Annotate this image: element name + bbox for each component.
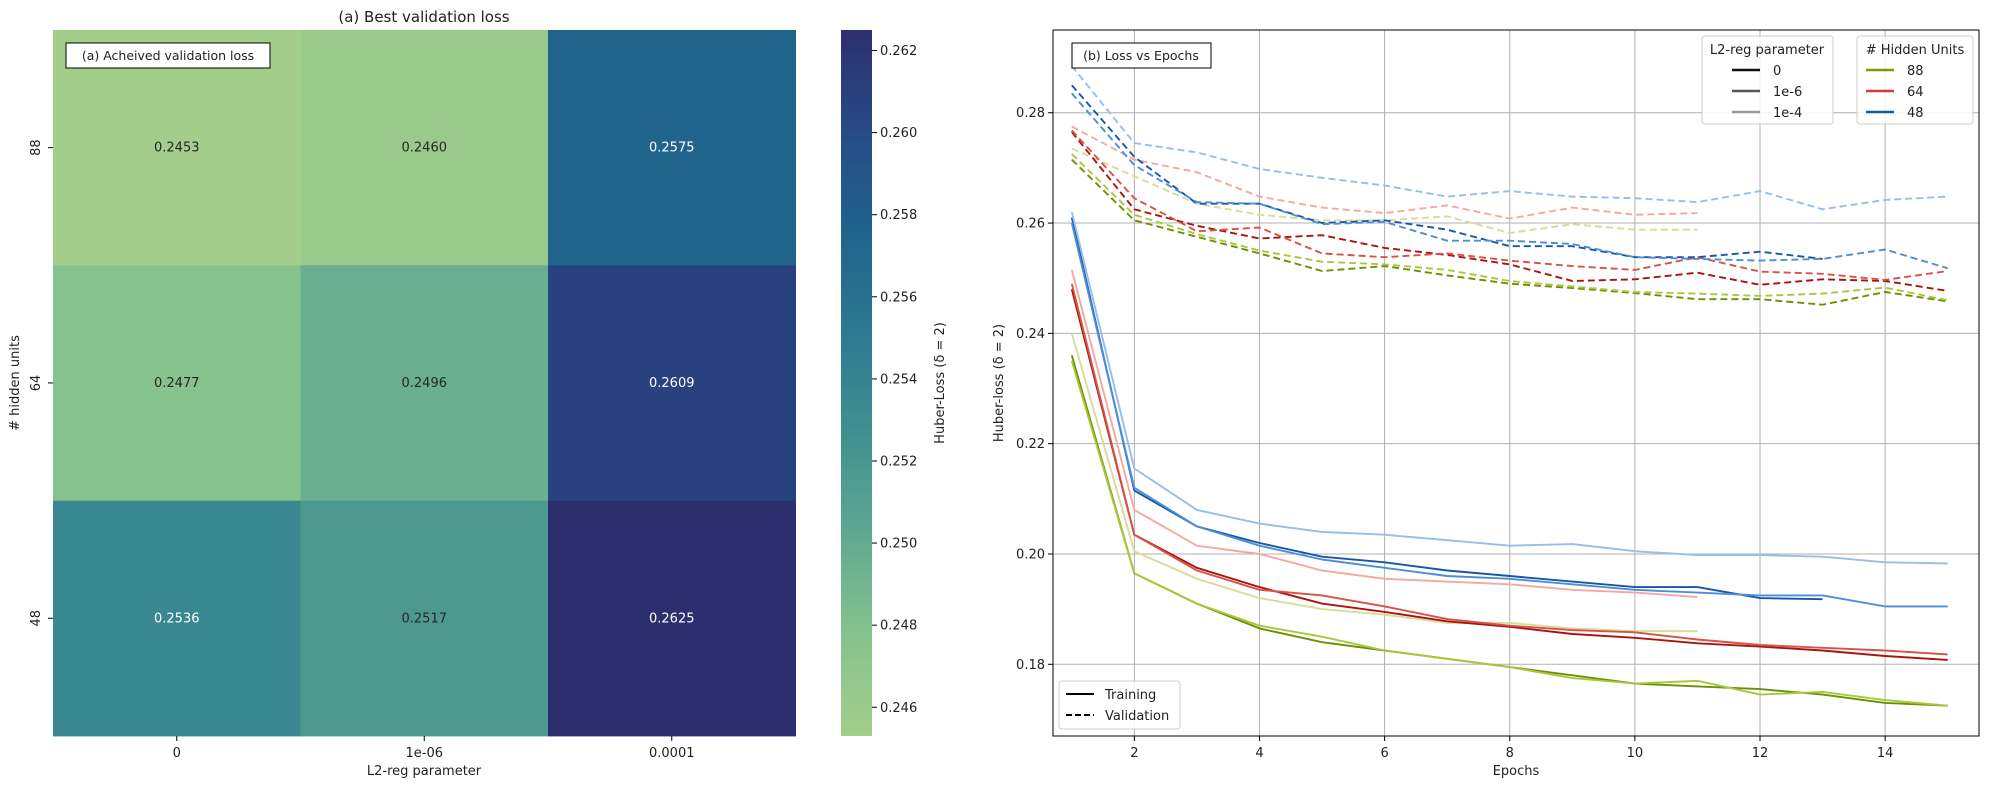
y-tick-label: 0.22 — [1016, 437, 1045, 452]
line-chart-y-ticks: 0.18 0.20 0.22 0.24 0.26 0.28 — [1016, 106, 1053, 673]
heatmap-x-axis-label: L2-reg parameter — [367, 764, 482, 779]
legend-l2-label-2: 1e-4 — [1773, 106, 1802, 121]
y-tick-label: 0.20 — [1016, 547, 1045, 562]
colorbar-tick-label: 0.248 — [880, 619, 917, 634]
heatmap-cell — [300, 30, 549, 266]
colorbar-label: Huber-Loss (δ = 2) — [933, 322, 948, 444]
heatmap-annotation: (a) Acheived validation loss — [65, 42, 271, 69]
colorbar-tick-label: 0.252 — [880, 454, 917, 469]
colorbar-tick-label: 0.250 — [880, 537, 917, 552]
x-tick-label: 12 — [1752, 746, 1769, 761]
line-chart-series — [1070, 65, 1948, 707]
legend-hidden-units: # Hidden Units 88 64 48 — [1856, 35, 1974, 125]
colorbar: 0.246 0.248 0.250 0.252 0.254 0.256 0.258 0.260… — [841, 30, 948, 736]
heatmap-cell-label: 0.2575 — [649, 141, 695, 156]
legend-l2-reg: L2-reg parameter 0 1e-6 1e-4 — [1701, 35, 1834, 125]
heatmap-y-axis-label: # hidden units — [8, 335, 23, 431]
heatmap-cell-label: 0.2609 — [649, 376, 695, 391]
y-tick-label: 0.18 — [1016, 658, 1045, 673]
colorbar-tick-label: 0.262 — [880, 44, 917, 59]
heatmap-y-tick-label: 64 — [29, 375, 44, 392]
heatmap-x-tick-label: 0.0001 — [649, 746, 695, 761]
series-line-train-units-64-l2-1e-4 — [1070, 269, 1698, 598]
heatmap-cell-label: 0.2517 — [402, 611, 448, 626]
heatmap-cell-label: 0.2460 — [402, 141, 448, 156]
heatmap-x-tick-label: 0 — [173, 746, 181, 761]
y-tick-label: 0.28 — [1016, 106, 1045, 121]
heatmap-cell-label: 0.2453 — [154, 141, 200, 156]
colorbar-tick-label: 0.256 — [880, 290, 917, 305]
line-chart-panel: 2 4 6 8 10 12 14 0.18 0.20 0.22 0.24 0.26 0.28 Epoc… — [992, 29, 1980, 779]
heatmap-cell-label: 0.2496 — [402, 376, 448, 391]
x-tick-label: 4 — [1255, 746, 1263, 761]
series-line-val-units-48-l2-1e-4 — [1071, 65, 1948, 211]
series-line-train-units-48-l2-1e-6 — [1070, 222, 1948, 608]
series-line-val-units-88-l2-0 — [1071, 158, 1948, 306]
colorbar-tick-label: 0.260 — [880, 126, 917, 141]
line-chart-x-axis-label: Epochs — [1493, 764, 1540, 779]
series-line-train-units-64-l2-1e-6 — [1070, 283, 1948, 656]
heatmap-cell-label: 0.2536 — [154, 611, 200, 626]
y-tick-label: 0.26 — [1016, 217, 1045, 232]
y-tick-label: 0.24 — [1016, 327, 1045, 342]
legend-line-style: Training Validation — [1058, 680, 1181, 730]
x-tick-label: 14 — [1877, 746, 1894, 761]
legend-training-label: Training — [1104, 688, 1156, 703]
heatmap-cell — [300, 500, 549, 737]
heatmap-cell — [548, 30, 796, 266]
heatmap-panel: (a) Best validation loss 0.2453 0.2460 0.2… — [8, 8, 948, 779]
series-line-train-units-48-l2-1e-4 — [1070, 211, 1948, 565]
heatmap-x-tick-label: 1e-06 — [405, 746, 443, 761]
legend-units-label-2: 48 — [1907, 106, 1924, 121]
heatmap-cell-label: 0.2477 — [154, 376, 200, 391]
line-chart-frame — [1052, 29, 1980, 737]
series-line-val-units-64-l2-0 — [1071, 131, 1948, 292]
series-line-val-units-64-l2-1e-4 — [1071, 125, 1698, 220]
heatmap-y-tick-label: 88 — [29, 139, 44, 156]
legend-l2-label-1: 1e-6 — [1773, 85, 1802, 100]
line-chart-y-axis-label: Huber-loss (δ = 2) — [992, 324, 1007, 442]
heatmap-cell — [548, 500, 796, 737]
heatmap-cell — [548, 265, 796, 502]
line-chart-x-ticks: 2 4 6 8 10 12 14 — [1130, 736, 1893, 761]
x-tick-label: 2 — [1130, 746, 1138, 761]
series-line-train-units-88-l2-1e-4 — [1070, 333, 1698, 633]
series-line-val-units-48-l2-1e-6 — [1071, 92, 1948, 270]
legend-units-label-0: 88 — [1907, 64, 1924, 79]
legend-units-label-1: 64 — [1907, 85, 1924, 100]
heatmap-cells: 0.2453 0.2460 0.2575 0.2477 0.2496 0.2609 0.25… — [53, 30, 796, 737]
series-line-val-units-88-l2-1e-6 — [1071, 153, 1948, 302]
heatmap-cell-label: 0.2625 — [649, 611, 695, 626]
x-tick-label: 8 — [1506, 746, 1514, 761]
legend-l2-title: L2-reg parameter — [1710, 43, 1825, 58]
heatmap-cell — [53, 265, 301, 502]
legend-units-title: # Hidden Units — [1866, 43, 1965, 58]
series-line-train-units-64-l2-0 — [1070, 288, 1948, 661]
heatmap-cell — [300, 265, 549, 502]
line-chart-annotation: (b) Loss vs Epochs — [1071, 42, 1212, 69]
x-tick-label: 6 — [1380, 746, 1388, 761]
heatmap-x-ticks: 0 1e-06 0.0001 — [173, 736, 695, 761]
heatmap-title: (a) Best validation loss — [338, 8, 509, 26]
line-chart-grid — [1053, 30, 1979, 736]
heatmap-y-tick-label: 48 — [29, 610, 44, 627]
colorbar-tick-label: 0.254 — [880, 372, 917, 387]
legend-validation-label: Validation — [1105, 709, 1169, 724]
colorbar-tick-label: 0.246 — [880, 701, 917, 716]
heatmap-cell — [53, 500, 301, 737]
colorbar-gradient — [841, 30, 872, 736]
line-chart-annotation-text: (b) Loss vs Epochs — [1083, 48, 1199, 63]
heatmap-annotation-text: (a) Acheived validation loss — [82, 48, 254, 63]
legend-l2-label-0: 0 — [1773, 64, 1781, 79]
heatmap-y-ticks: 88 64 48 — [29, 139, 53, 627]
colorbar-ticks: 0.246 0.248 0.250 0.252 0.254 0.256 0.258 0.260… — [872, 44, 917, 716]
series-line-train-units-88-l2-1e-6 — [1070, 360, 1948, 707]
heatmap-cell — [53, 30, 301, 266]
x-tick-label: 10 — [1627, 746, 1644, 761]
colorbar-tick-label: 0.258 — [880, 208, 917, 223]
